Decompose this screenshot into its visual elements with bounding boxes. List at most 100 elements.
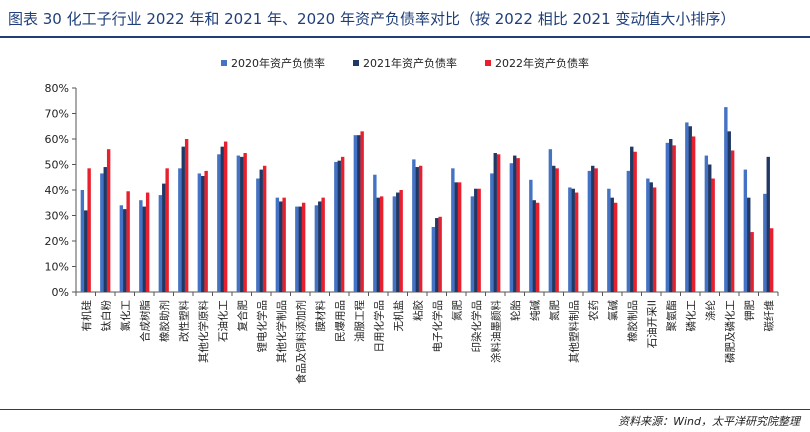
x-tick-label: 复合肥 bbox=[236, 300, 249, 332]
legend-item-2020: 2020年资产负债率 bbox=[221, 55, 325, 71]
bar bbox=[240, 156, 244, 292]
bar bbox=[184, 139, 189, 292]
bar bbox=[652, 187, 657, 292]
bar bbox=[298, 206, 302, 292]
bar bbox=[691, 136, 696, 292]
bar bbox=[243, 153, 247, 292]
bar bbox=[626, 170, 631, 292]
bar bbox=[535, 202, 540, 292]
bar bbox=[513, 155, 517, 292]
x-tick-label: 氯化工 bbox=[119, 300, 132, 332]
bar bbox=[457, 182, 462, 292]
bar bbox=[103, 167, 107, 292]
bar bbox=[730, 150, 735, 292]
bar bbox=[275, 197, 280, 292]
bar bbox=[165, 168, 169, 292]
bar bbox=[555, 168, 559, 292]
bar bbox=[516, 158, 520, 292]
x-tick-label: 聚氨酯 bbox=[665, 300, 678, 332]
bar bbox=[529, 179, 533, 292]
x-tick-label: 民爆用品 bbox=[333, 300, 346, 342]
bar bbox=[688, 126, 692, 292]
bar bbox=[145, 192, 150, 292]
bar bbox=[197, 173, 202, 292]
x-tick-label: 钛白粉 bbox=[99, 300, 112, 332]
bar bbox=[708, 164, 712, 292]
bar bbox=[379, 196, 384, 292]
bar bbox=[649, 182, 653, 292]
x-tick-label: 氮肥 bbox=[450, 300, 463, 321]
bar bbox=[610, 197, 614, 292]
x-tick-label: 锂电化学品 bbox=[255, 300, 268, 353]
bar bbox=[474, 188, 478, 292]
bar bbox=[613, 202, 618, 292]
bar bbox=[106, 149, 111, 292]
bar bbox=[672, 145, 676, 292]
x-tick-label: 油服工程 bbox=[353, 300, 366, 342]
bar bbox=[178, 168, 182, 292]
x-tick-label: 涂料油墨颜料 bbox=[489, 300, 502, 363]
x-tick-label: 无机盐 bbox=[392, 300, 405, 332]
x-tick-label: 磷化工 bbox=[684, 300, 697, 332]
bar bbox=[321, 197, 325, 292]
bar bbox=[399, 190, 403, 292]
bar bbox=[392, 196, 397, 292]
bar bbox=[223, 141, 228, 292]
bar bbox=[568, 187, 572, 292]
bar bbox=[665, 142, 670, 292]
bar bbox=[123, 209, 127, 292]
bar bbox=[630, 146, 634, 292]
footer-divider bbox=[0, 409, 810, 410]
bar bbox=[724, 107, 728, 292]
source-note: 资料来源：Wind，太平洋研究院整理 bbox=[618, 415, 800, 428]
bar bbox=[509, 163, 514, 292]
bar bbox=[496, 154, 501, 292]
bar bbox=[594, 168, 598, 292]
bar bbox=[220, 146, 224, 292]
x-tick-label: 合成树脂 bbox=[138, 300, 151, 342]
bar bbox=[587, 170, 592, 292]
bar bbox=[396, 192, 400, 292]
bar bbox=[301, 202, 306, 292]
bar bbox=[360, 131, 364, 292]
bar bbox=[259, 169, 263, 292]
bar bbox=[412, 159, 416, 292]
bar bbox=[711, 178, 715, 292]
x-tick-label: 石油化工 bbox=[216, 300, 229, 342]
bar bbox=[376, 197, 380, 292]
bar bbox=[158, 195, 163, 292]
bar bbox=[119, 205, 124, 292]
x-tick-label: 碳纤维 bbox=[762, 300, 775, 332]
bar bbox=[415, 167, 419, 292]
bar bbox=[743, 169, 748, 292]
bar bbox=[418, 165, 423, 292]
bar bbox=[435, 218, 439, 292]
x-tick-label: 其他塑料制品 bbox=[567, 300, 580, 363]
x-tick-label: 印染化学品 bbox=[470, 300, 483, 353]
bar bbox=[548, 149, 553, 292]
legend-swatch-2020 bbox=[221, 60, 227, 66]
bar bbox=[162, 183, 166, 292]
y-tick-label: 10% bbox=[45, 261, 69, 274]
y-tick-label: 0% bbox=[52, 286, 69, 299]
y-tick-label: 30% bbox=[45, 210, 69, 223]
bar bbox=[279, 201, 283, 292]
x-tick-label: 食品及饲料添加剂 bbox=[294, 300, 307, 384]
legend-item-2021: 2021年资产负债率 bbox=[353, 55, 457, 71]
x-tick-label: 其他化学原料 bbox=[197, 300, 210, 363]
bar bbox=[201, 175, 205, 292]
bar bbox=[591, 165, 595, 292]
y-tick-label: 40% bbox=[45, 184, 69, 197]
y-tick-label: 60% bbox=[45, 133, 69, 146]
bar bbox=[357, 135, 361, 292]
x-tick-label: 日用化学品 bbox=[372, 300, 385, 353]
bar bbox=[763, 193, 767, 292]
legend-item-2022: 2022年资产负债率 bbox=[485, 55, 589, 71]
bar bbox=[337, 160, 341, 292]
x-tick-label: 粘胶 bbox=[411, 300, 424, 321]
y-tick-label: 50% bbox=[45, 159, 69, 172]
bar bbox=[574, 192, 579, 292]
legend-swatch-2022 bbox=[485, 60, 491, 66]
x-tick-label: 纯碱 bbox=[528, 300, 541, 321]
bar bbox=[704, 155, 709, 292]
